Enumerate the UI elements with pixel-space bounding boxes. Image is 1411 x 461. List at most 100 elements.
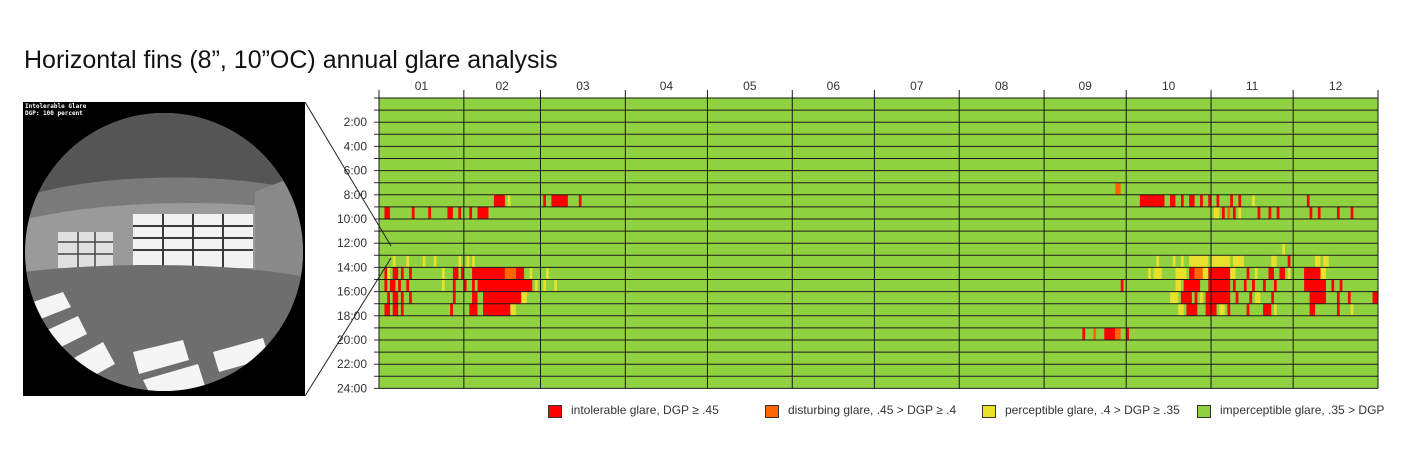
y-tick-label-hour: 2:00 bbox=[344, 115, 368, 129]
heatmap-cell-intolerable bbox=[1263, 303, 1272, 316]
heatmap-cell-intolerable bbox=[1306, 194, 1310, 207]
heatmap-cell-intolerable bbox=[1276, 206, 1280, 219]
heatmap-cell-intolerable bbox=[1183, 279, 1201, 292]
heatmap-cell-intolerable bbox=[400, 303, 404, 316]
heatmap-cell-intolerable bbox=[1230, 194, 1233, 207]
heatmap-cell-intolerable bbox=[1208, 267, 1231, 280]
heatmap-cell-intolerable bbox=[1238, 194, 1242, 207]
heatmap-cell-intolerable bbox=[472, 267, 505, 280]
heatmap-cell-intolerable bbox=[483, 291, 522, 304]
heatmap-cell-perceptible bbox=[1230, 267, 1236, 280]
zoom-connector-bottom bbox=[304, 257, 392, 397]
heatmap-cell-intolerable bbox=[1082, 327, 1086, 340]
heatmap-cell-intolerable bbox=[1309, 303, 1316, 316]
heatmap-cell-intolerable bbox=[1180, 291, 1192, 304]
x-tick-label-month: 06 bbox=[827, 79, 841, 93]
heatmap-cell-intolerable bbox=[1221, 206, 1225, 219]
heatmap-cell-intolerable bbox=[428, 206, 432, 219]
heatmap-cell-perceptible bbox=[1287, 267, 1291, 280]
heatmap-cell-intolerable bbox=[1268, 267, 1274, 280]
heatmap-cell-disturbing bbox=[1115, 182, 1121, 195]
heatmap-cell-intolerable bbox=[1336, 206, 1340, 219]
heatmap-cell-intolerable bbox=[1139, 194, 1165, 207]
heatmap-cell-intolerable bbox=[1186, 303, 1198, 316]
heatmap-cell-perceptible bbox=[1153, 267, 1162, 280]
heatmap-cell-intolerable bbox=[1287, 255, 1291, 268]
heatmap-cell-intolerable bbox=[1350, 206, 1354, 219]
heatmap-cell-intolerable bbox=[483, 303, 511, 316]
heatmap-cell-intolerable bbox=[389, 279, 396, 292]
heatmap-cell-intolerable bbox=[551, 194, 568, 207]
legend: intolerable glare, DGP ≥ .45 disturbing … bbox=[548, 403, 1388, 421]
fisheye-render-image: Intolerable Glare DGP: 100 percent bbox=[23, 102, 305, 396]
heatmap-cell-intolerable bbox=[384, 206, 390, 219]
heatmap-cell-perceptible bbox=[1178, 303, 1184, 316]
x-tick-label-month: 09 bbox=[1078, 79, 1092, 93]
heatmap-cell-intolerable bbox=[1339, 279, 1343, 292]
heatmap-cell-intolerable bbox=[392, 291, 399, 304]
heatmap-cell-intolerable bbox=[1169, 194, 1176, 207]
heatmap-cell-intolerable bbox=[406, 279, 410, 292]
x-tick-label-month: 10 bbox=[1162, 79, 1176, 93]
heatmap-cell-perceptible bbox=[1189, 255, 1209, 268]
heatmap-cell-perceptible bbox=[554, 279, 557, 292]
heatmap-cell-perceptible bbox=[458, 255, 462, 268]
heatmap-cell-intolerable bbox=[1372, 291, 1378, 304]
heatmap-cell-intolerable bbox=[472, 279, 475, 292]
heatmap-cell-perceptible bbox=[1320, 267, 1326, 280]
heatmap-cell-perceptible bbox=[510, 303, 516, 316]
heatmap-cell-intolerable bbox=[1126, 327, 1129, 340]
heatmap-cell-intolerable bbox=[1249, 291, 1253, 304]
heatmap-cell-intolerable bbox=[452, 267, 459, 280]
y-tick-label-hour: 22:00 bbox=[337, 357, 367, 371]
heatmap-cell-perceptible bbox=[422, 255, 426, 268]
heatmap-cell-perceptible bbox=[1252, 194, 1255, 207]
heatmap-cell-perceptible bbox=[1238, 206, 1242, 219]
heatmap-cell-intolerable bbox=[1263, 279, 1266, 292]
heatmap-cell-intolerable bbox=[1205, 291, 1231, 304]
heatmap-cell-intolerable bbox=[452, 291, 456, 304]
heatmap-cell-intolerable bbox=[1336, 303, 1340, 316]
legend-label-perceptible: perceptible glare, .4 > DGP ≥ .35 bbox=[1005, 403, 1180, 417]
heatmap-cell-intolerable bbox=[1309, 206, 1313, 219]
heatmap-cell-intolerable bbox=[400, 291, 404, 304]
legend-swatch-intolerable bbox=[548, 405, 562, 418]
heatmap-cell-intolerable bbox=[409, 291, 412, 304]
x-tick-label-month: 12 bbox=[1329, 79, 1343, 93]
heatmap-cell-intolerable bbox=[1257, 206, 1261, 219]
heatmap-cell-intolerable bbox=[1271, 291, 1274, 304]
zoom-connector-top bbox=[304, 101, 392, 247]
heatmap-cell-intolerable bbox=[384, 267, 388, 280]
heatmap-cell-intolerable bbox=[1189, 194, 1195, 207]
y-tick-label-hour: 10:00 bbox=[337, 212, 367, 226]
heatmap-cell-perceptible bbox=[1211, 255, 1231, 268]
heatmap-cell-perceptible bbox=[521, 291, 527, 304]
heatmap-cell-perceptible bbox=[392, 255, 396, 268]
y-tick-label-hour: 16:00 bbox=[337, 285, 367, 299]
heatmap-cell-intolerable bbox=[1208, 279, 1231, 292]
heatmap-cell-intolerable bbox=[493, 194, 505, 207]
heatmap-cell-perceptible bbox=[545, 267, 549, 280]
heatmap-cell-perceptible bbox=[543, 279, 546, 292]
x-tick-label-month: 05 bbox=[743, 79, 757, 93]
x-tick-label-month: 08 bbox=[995, 79, 1009, 93]
heatmap-cell-intolerable bbox=[515, 267, 525, 280]
heatmap-cell-intolerable bbox=[1208, 194, 1212, 207]
heatmap-cell-intolerable bbox=[458, 206, 462, 219]
heatmap-cell-perceptible bbox=[1180, 255, 1184, 268]
heatmap-cell-intolerable bbox=[1120, 279, 1124, 292]
heatmap-cell-intolerable bbox=[400, 267, 404, 280]
heatmap-cell-perceptible bbox=[1350, 303, 1354, 316]
heatmap-cell-perceptible bbox=[1232, 255, 1244, 268]
heatmap-cell-perceptible bbox=[466, 255, 470, 268]
heatmap-cell-perceptible bbox=[406, 255, 410, 268]
heatmap-cell-intolerable bbox=[578, 194, 582, 207]
heatmap-cell-intolerable bbox=[1180, 194, 1184, 207]
heatmap-cell-intolerable bbox=[1309, 291, 1326, 304]
heatmap-cell-intolerable bbox=[1189, 267, 1195, 280]
heatmap-cell-intolerable bbox=[447, 206, 453, 219]
heatmap-cell-intolerable bbox=[450, 303, 453, 316]
heatmap-cell-intolerable bbox=[1104, 327, 1116, 340]
x-tick-label-month: 04 bbox=[660, 79, 674, 93]
